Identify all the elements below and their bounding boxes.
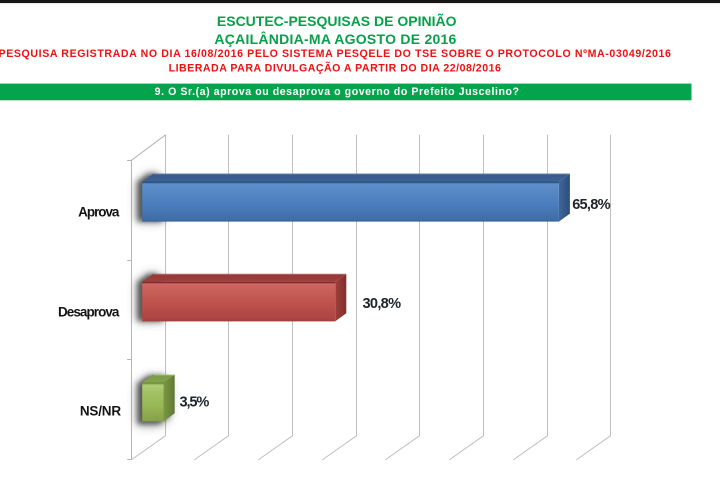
svg-text:PESQUISA REGISTRADA NO DIA 16/: PESQUISA REGISTRADA NO DIA 16/08/2016 PE… (0, 48, 671, 60)
svg-text:Aprova: Aprova (78, 204, 120, 219)
svg-text:3,5%: 3,5% (180, 395, 210, 411)
svg-text:NS/NR: NS/NR (80, 404, 121, 419)
svg-text:LIBERADA PARA DIVULGAÇÃO A PAR: LIBERADA PARA DIVULGAÇÃO A PARTIR DO DIA… (169, 61, 502, 74)
svg-text:ESCUTEC-PESQUISAS DE OPINIÃO: ESCUTEC-PESQUISAS DE OPINIÃO (217, 12, 457, 29)
svg-text:30,8%: 30,8% (363, 296, 402, 312)
svg-text:9. O Sr.(a) aprova ou desaprov: 9. O Sr.(a) aprova ou desaprova o govern… (155, 86, 520, 98)
svg-text:Desaprova: Desaprova (58, 304, 120, 319)
svg-text:AÇAILÂNDIA-MA AGOSTO DE 2016: AÇAILÂNDIA-MA AGOSTO DE 2016 (214, 30, 456, 47)
svg-text:65,8%: 65,8% (572, 197, 610, 213)
